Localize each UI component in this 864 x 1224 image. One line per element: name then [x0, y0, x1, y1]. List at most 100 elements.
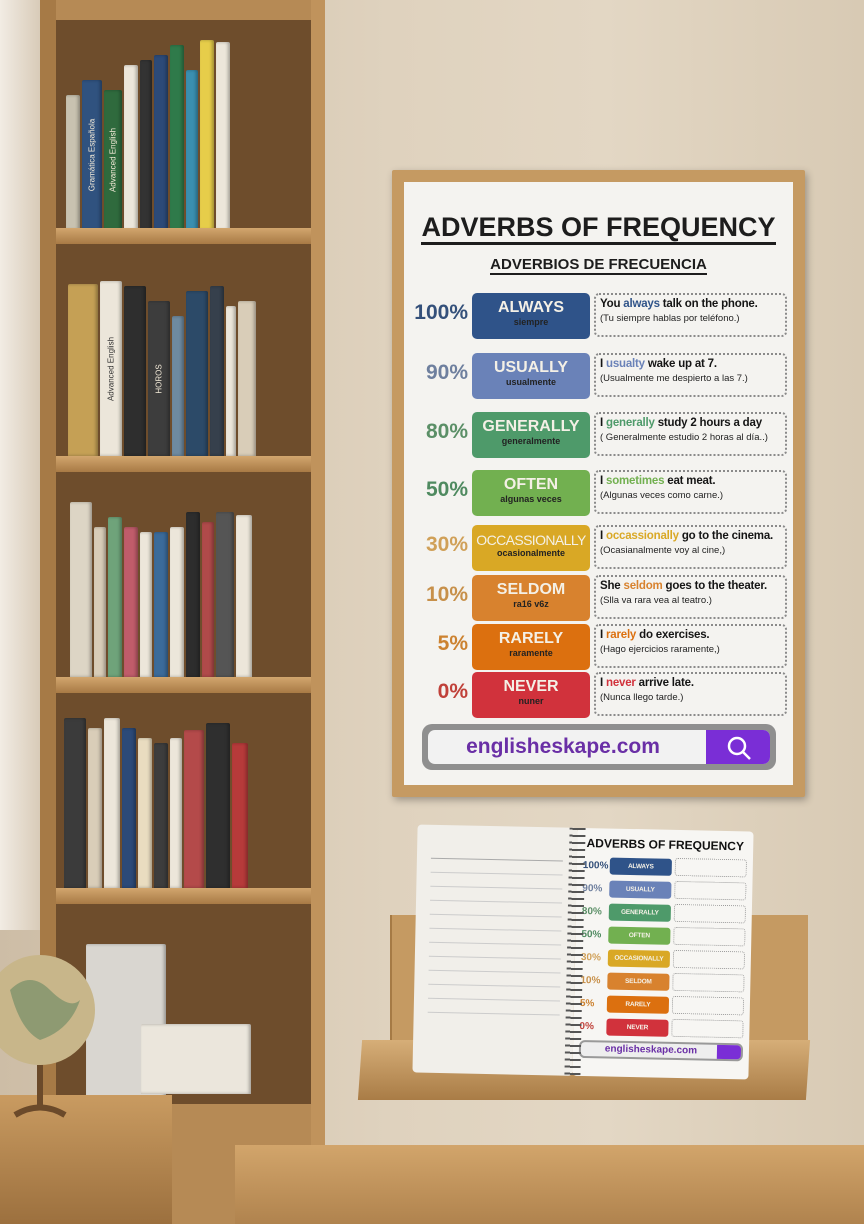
example-box: I rarely do exercises. (Hago ejercicios r…	[594, 624, 787, 668]
notebook-adverb: OFTEN	[608, 926, 671, 945]
magnifier-icon	[727, 736, 751, 760]
book	[124, 65, 138, 230]
example-sentence: You always talk on the phone.	[600, 298, 758, 310]
example-box: I sometimes eat meat. (Algunas veces como…	[594, 470, 787, 514]
notebook-handwritten-page	[412, 824, 578, 1076]
example-sentence: I never arrive late.	[600, 677, 694, 689]
book	[238, 301, 256, 456]
adverb-english: OFTEN	[503, 476, 559, 493]
book	[64, 718, 86, 888]
book	[216, 42, 230, 230]
shelf-board	[56, 456, 311, 472]
book	[226, 306, 236, 456]
example-box: I occassionally go to the cinema. (Ocasia…	[594, 525, 787, 569]
notebook-example	[672, 949, 746, 970]
frequency-row: 10% SELDOM ra16 v6z She seldom goes to th…	[404, 575, 793, 621]
notebook: ADVERBS OF FREQUENCY 100% ALWAYS 90% USUALL…	[412, 824, 754, 1080]
window	[0, 0, 40, 930]
example-sentence: I sometimes eat meat.	[600, 475, 716, 487]
frequency-row: 100% ALWAYS siempre You always talk on th…	[404, 293, 793, 339]
example-translation: (Hago ejercicios raramente,)	[600, 644, 720, 655]
notebook-example	[674, 880, 747, 901]
notebook-percent: 50%	[581, 928, 602, 940]
book	[236, 515, 252, 677]
notebook-example	[674, 857, 747, 878]
poster-frame: ADVERBS OF FREQUENCY ADVERBIOS DE FRECUE…	[392, 170, 805, 797]
adverb-spanish: nuner	[518, 696, 544, 706]
book	[186, 291, 208, 456]
adverb-highlight: occassionally	[606, 530, 679, 542]
notebook-row: 10% SELDOM	[580, 969, 745, 994]
book	[140, 60, 152, 230]
notebook-percent: 90%	[582, 882, 603, 894]
notebook-row: 0% NEVER	[579, 1015, 744, 1040]
adverb-highlight: usualty	[606, 358, 645, 370]
book	[200, 40, 214, 230]
notebook-adverb: RARELY	[606, 995, 670, 1014]
percent-label: 50%	[425, 478, 468, 501]
adverb-highlight: seldom	[623, 580, 663, 592]
book: Advanced English	[100, 281, 122, 456]
book	[210, 286, 224, 456]
shelf-compartment: Advanced English HOROS	[56, 244, 311, 456]
adverb-badge: OCCASSIONALLY ocasionalmente	[472, 525, 590, 571]
example-sentence: I usualty wake up at 7.	[600, 358, 717, 370]
notebook-url: englisheskape.com	[604, 1043, 698, 1057]
notebook-example	[673, 903, 747, 924]
percent-label: 30%	[425, 533, 468, 556]
book	[124, 286, 146, 456]
search-bar: englisheskape.com	[422, 724, 776, 770]
notebook-chart-page: ADVERBS OF FREQUENCY 100% ALWAYS 90% USUALL…	[572, 827, 754, 1080]
adverb-english: USUALLY	[493, 359, 569, 376]
adverb-spanish: siempre	[513, 317, 549, 327]
example-box: You always talk on the phone. (Tu siempre…	[594, 293, 787, 337]
shelf-compartment	[56, 472, 311, 677]
percent-label: 90%	[425, 361, 468, 384]
example-translation: (Slla va rara vea al teatro.)	[600, 595, 712, 606]
book	[138, 738, 152, 888]
globe	[0, 920, 95, 1125]
example-sentence: She seldom goes to the theater.	[600, 580, 767, 592]
adverb-spanish: generalmente	[501, 436, 561, 446]
book	[186, 512, 200, 677]
adverb-badge: SELDOM ra16 v6z	[472, 575, 590, 621]
book-spine-title: Advanced English	[106, 336, 116, 401]
notebook-adverb: GENERALLY	[608, 903, 672, 922]
notebook-row: 5% RARELY	[580, 992, 745, 1017]
notebook-percent: 100%	[582, 859, 609, 872]
notebook-adverb: ALWAYS	[609, 857, 672, 876]
notebook-percent: 30%	[580, 951, 602, 963]
notebook-percent: 10%	[580, 974, 601, 986]
adverb-english: ALWAYS	[497, 299, 565, 316]
adverb-spanish: algunas veces	[500, 494, 562, 504]
book	[108, 517, 122, 677]
example-sentence: I generally study 2 hours a day	[600, 417, 762, 429]
adverb-highlight: generally	[606, 417, 655, 429]
desk	[235, 1145, 864, 1224]
shelf-board	[56, 888, 311, 904]
adverb-badge: USUALLY usualmente	[472, 353, 590, 399]
book	[202, 522, 214, 677]
percent-label: 5%	[437, 632, 468, 655]
example-translation: ( Generalmente estudio 2 horas al día..)	[600, 432, 768, 443]
adverb-english: SELDOM	[496, 581, 566, 598]
frequency-row: 50% OFTEN algunas veces I sometimes eat m…	[404, 470, 793, 516]
book	[172, 316, 184, 456]
frequency-row: 80% GENERALLY generalmente I generally st…	[404, 412, 793, 458]
example-translation: (Tu siempre hablas por teléfono.)	[600, 313, 740, 324]
book: HOROS	[148, 301, 170, 456]
book	[88, 728, 102, 888]
percent-label: 0%	[437, 680, 468, 703]
notebook-search-bar: englisheskape.com	[578, 1039, 744, 1062]
adverb-badge: RARELY raramente	[472, 624, 590, 670]
poster-subtitle: ADVERBIOS DE FRECUENCIA	[490, 256, 707, 275]
adverb-badge: OFTEN algunas veces	[472, 470, 590, 516]
poster-title: ADVERBS OF FREQUENCY	[404, 212, 793, 245]
book-spine-title: Advanced English	[108, 127, 118, 193]
notebook-adverb: NEVER	[606, 1018, 669, 1037]
book: Gramática Española	[82, 80, 102, 230]
notebook-row: 30% OCCASIONALLY	[580, 946, 746, 971]
adverb-spanish: usualmente	[505, 377, 556, 387]
book	[154, 55, 168, 230]
book	[68, 284, 98, 456]
